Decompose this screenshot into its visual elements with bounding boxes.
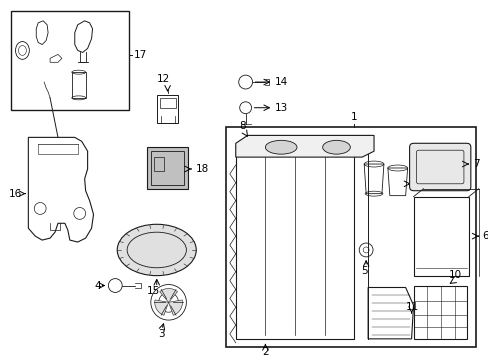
Text: 15: 15 bbox=[147, 285, 160, 296]
Polygon shape bbox=[235, 135, 373, 157]
Text: 13: 13 bbox=[275, 103, 288, 113]
FancyBboxPatch shape bbox=[409, 143, 470, 191]
Text: 16: 16 bbox=[9, 189, 22, 199]
Text: 5: 5 bbox=[360, 266, 366, 276]
Text: 12: 12 bbox=[157, 74, 170, 84]
Wedge shape bbox=[155, 300, 168, 315]
Text: 7: 7 bbox=[472, 159, 478, 169]
Text: 18: 18 bbox=[196, 164, 209, 174]
Text: 9: 9 bbox=[415, 179, 421, 189]
Bar bbox=[235, 147, 354, 339]
Text: 14: 14 bbox=[275, 77, 288, 87]
Wedge shape bbox=[168, 300, 182, 315]
Bar bbox=[72, 72, 85, 98]
Text: 1: 1 bbox=[350, 112, 357, 122]
Bar bbox=[11, 11, 129, 110]
Text: 4: 4 bbox=[94, 280, 101, 291]
Text: 6: 6 bbox=[482, 231, 488, 241]
Ellipse shape bbox=[117, 224, 196, 276]
Bar bbox=[153, 157, 163, 171]
Bar bbox=[413, 285, 466, 339]
Bar bbox=[413, 197, 468, 276]
Text: 11: 11 bbox=[405, 302, 418, 312]
Text: 10: 10 bbox=[447, 270, 461, 280]
Ellipse shape bbox=[265, 140, 296, 154]
Bar bbox=[157, 95, 178, 122]
Wedge shape bbox=[160, 288, 177, 302]
Ellipse shape bbox=[322, 140, 349, 154]
Text: 3: 3 bbox=[158, 329, 164, 339]
Text: 17: 17 bbox=[134, 50, 147, 60]
Bar bbox=[225, 127, 475, 347]
Text: 2: 2 bbox=[262, 347, 268, 357]
Text: 8: 8 bbox=[239, 121, 246, 131]
Bar bbox=[150, 151, 184, 185]
Bar bbox=[146, 147, 188, 189]
Bar bbox=[160, 98, 175, 108]
